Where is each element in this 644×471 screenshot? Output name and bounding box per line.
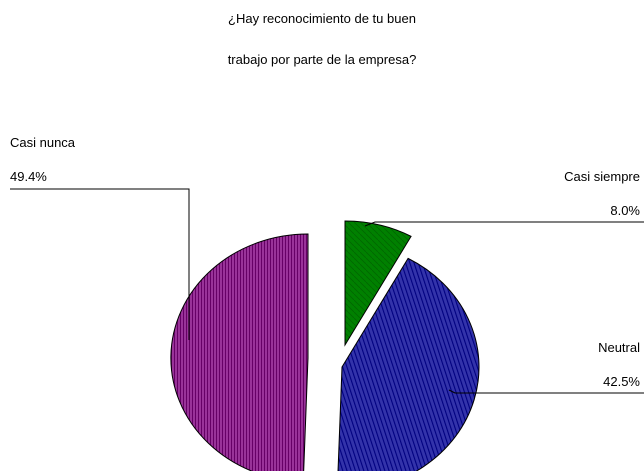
leader-line-neutral [448,389,644,394]
slice-label-neutral: 42.5% [603,374,640,389]
pie-slice-casi-siempre [344,220,412,347]
leader-line-casi-siempre [364,221,644,227]
slice-name-casi-nunca: Casi nunca [10,135,76,150]
slice-label-casi-siempre: 8.0% [610,203,640,218]
pie-slice-neutral [337,257,480,471]
slice-name-casi-siempre: Casi siempre [564,169,640,184]
pie-slice-casi-nunca [170,233,309,471]
chart-title-line-2: trabajo por parte de la empresa? [228,52,417,67]
leader-lines [10,188,644,394]
slice-label-casi-nunca: 49.4% [10,169,47,184]
leader-line-casi-nunca [10,188,190,340]
chart-title-line-1: ¿Hay reconocimiento de tu buen [228,11,416,26]
pie-slices [170,220,480,471]
slice-name-neutral: Neutral [598,340,640,355]
